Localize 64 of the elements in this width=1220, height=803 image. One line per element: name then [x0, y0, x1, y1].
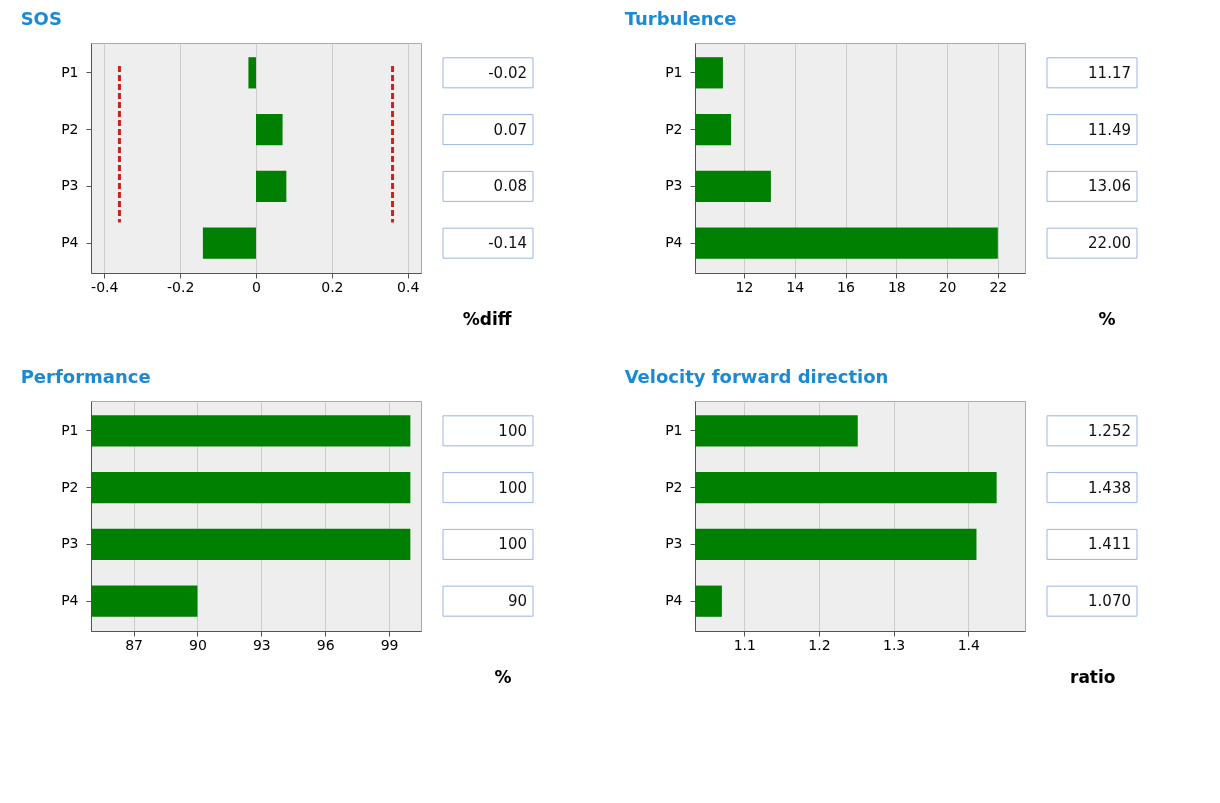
data-label: 11.17 — [1088, 63, 1131, 82]
y-tick-label: P3 — [665, 177, 683, 194]
y-tick-label: P2 — [665, 478, 683, 495]
data-label: -0.02 — [488, 63, 527, 82]
x-tick-label: 1.3 — [882, 636, 906, 653]
bar — [256, 170, 287, 203]
x-tick-label: 14 — [786, 278, 805, 295]
y-tick-label: P1 — [61, 63, 79, 80]
x-tick-label: 18 — [887, 278, 906, 295]
y-tick-label: P1 — [61, 421, 79, 438]
bar — [248, 57, 256, 89]
x-tick-label: 0 — [252, 278, 261, 295]
y-tick-label: P1 — [665, 63, 683, 80]
data-label: 0.07 — [493, 120, 527, 139]
y-tick-label: P4 — [61, 592, 79, 609]
x-tick-label: 1.4 — [957, 636, 980, 653]
chart-title: Performance — [20, 366, 151, 387]
x-tick-label: 12 — [735, 278, 754, 295]
x-axis-title: % — [1098, 308, 1116, 329]
x-tick-label: 22 — [989, 278, 1008, 295]
data-label: 1.070 — [1088, 592, 1131, 611]
y-tick-label: P2 — [61, 478, 79, 495]
data-label: 1.438 — [1088, 478, 1131, 497]
x-tick-label: 0.4 — [397, 278, 420, 295]
x-tick-label: 16 — [837, 278, 856, 295]
x-tick-label: 93 — [252, 636, 271, 653]
chart-title: SOS — [20, 8, 62, 29]
data-label: 100 — [498, 478, 527, 497]
y-tick-label: P3 — [665, 535, 683, 552]
chart-title: Turbulence — [624, 8, 737, 29]
y-tick-label: P4 — [665, 592, 683, 609]
y-tick-label: P2 — [665, 120, 683, 137]
y-tick-label: P4 — [61, 234, 79, 251]
data-label: 0.08 — [493, 177, 527, 196]
data-label: 90 — [507, 592, 527, 611]
data-label: 22.00 — [1088, 234, 1131, 253]
x-tick-label: 96 — [316, 636, 335, 653]
data-label: 13.06 — [1088, 177, 1131, 196]
x-tick-label: 1.2 — [808, 636, 831, 653]
data-label: 100 — [498, 421, 527, 440]
x-tick-label: 20 — [938, 278, 957, 295]
x-axis-title: % — [494, 666, 512, 687]
bar — [256, 113, 283, 146]
y-tick-label: P4 — [665, 234, 683, 251]
y-tick-label: P3 — [61, 177, 79, 194]
y-tick-label: P1 — [665, 421, 683, 438]
x-tick-label: 1.1 — [733, 636, 756, 653]
bar — [202, 227, 256, 259]
x-tick-label: 0.2 — [321, 278, 344, 295]
data-label: 1.411 — [1088, 535, 1131, 554]
x-tick-label: 99 — [380, 636, 399, 653]
x-axis-title: ratio — [1070, 666, 1116, 687]
y-tick-label: P2 — [61, 120, 79, 137]
data-label: 100 — [498, 535, 527, 554]
data-label: -0.14 — [488, 234, 527, 253]
x-tick-label: -0.2 — [166, 278, 195, 295]
y-tick-label: P3 — [61, 535, 79, 552]
chart-title: Velocity forward direction — [624, 366, 889, 387]
x-tick-label: 90 — [189, 636, 207, 653]
data-label: 11.49 — [1088, 120, 1131, 139]
data-label: 1.252 — [1088, 421, 1131, 440]
x-tick-label: 87 — [125, 636, 143, 653]
x-tick-label: -0.4 — [91, 278, 119, 295]
x-axis-title: %diff — [462, 308, 512, 329]
